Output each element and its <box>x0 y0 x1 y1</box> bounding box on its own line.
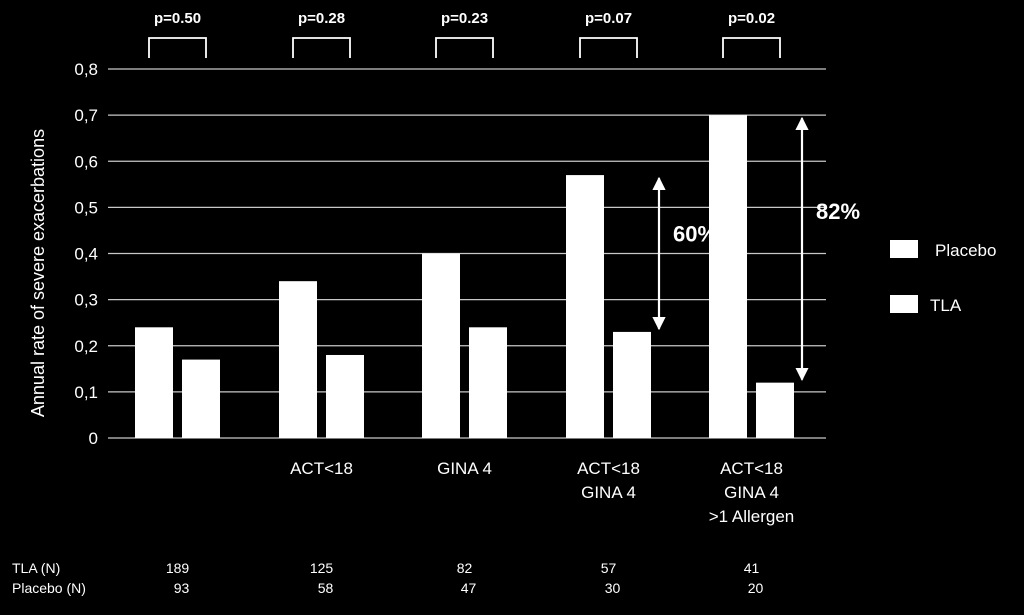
p-value-label: p=0.02 <box>728 10 775 27</box>
bars <box>135 115 794 438</box>
bar-tla-1 <box>326 354 364 438</box>
y-tick-label: 0,4 <box>74 245 98 264</box>
bar-placebo-0 <box>135 327 173 438</box>
p-value-label: p=0.50 <box>154 10 201 27</box>
p-value-bracket <box>292 37 351 58</box>
n-value: 41 <box>744 560 760 576</box>
p-value-bracket <box>579 37 638 58</box>
y-tick-label: 0,6 <box>74 152 98 171</box>
category-label: >1 Allergen <box>709 507 795 526</box>
n-value: 58 <box>318 580 334 596</box>
n-row-label: TLA (N) <box>12 560 60 576</box>
n-value: 125 <box>310 560 334 576</box>
legend-label-placebo: Placebo <box>935 241 996 260</box>
category-label: GINA 4 <box>437 459 492 478</box>
n-value: 189 <box>166 560 190 576</box>
n-value: 30 <box>605 580 621 596</box>
bar-placebo-2 <box>422 253 460 438</box>
y-tick-label: 0,3 <box>74 291 98 310</box>
bar-placebo-4 <box>709 115 747 438</box>
bar-tla-0 <box>182 359 220 438</box>
y-tick-label: 0,5 <box>74 198 98 217</box>
y-tick-label: 0,2 <box>74 337 98 356</box>
bar-tla-2 <box>469 327 507 438</box>
n-table: TLA (N) 189 125 82 57 41 Placebo (N) 93 58 47 30 20 <box>12 560 763 596</box>
p-value-label: p=0.28 <box>298 10 345 27</box>
bar-tla-3 <box>613 331 651 438</box>
n-value: 20 <box>748 580 764 596</box>
n-row-label: Placebo (N) <box>12 580 86 596</box>
category-label: ACT<18 <box>720 459 783 478</box>
category-label: GINA 4 <box>724 483 779 502</box>
bar-placebo-3 <box>566 175 604 438</box>
p-value-bracket <box>722 37 781 58</box>
bar-tla-4 <box>756 382 794 438</box>
grid-lines <box>108 68 826 439</box>
n-value: 82 <box>457 560 473 576</box>
y-tick-labels: 0 0,1 0,2 0,3 0,4 0,5 0,6 0,7 0,8 <box>74 60 98 448</box>
category-label: ACT<18 <box>577 459 640 478</box>
legend-label-tla: TLA <box>930 296 962 315</box>
reduction-label: 82% <box>816 199 860 224</box>
n-value: 93 <box>174 580 190 596</box>
p-value-label: p=0.23 <box>441 10 488 27</box>
y-tick-label: 0 <box>89 429 98 448</box>
p-value-label: p=0.07 <box>585 10 632 27</box>
y-tick-label: 0,8 <box>74 60 98 79</box>
reduction-arrows: 60% 82% <box>652 116 860 381</box>
reduction-label: 60% <box>673 222 717 247</box>
y-axis-label: Annual rate of severe exacerbations <box>28 129 48 417</box>
n-value: 57 <box>601 560 617 576</box>
p-value-bracket <box>148 37 207 58</box>
legend-swatch-placebo <box>890 240 918 258</box>
category-labels: ACT<18 GINA 4 ACT<18 GINA 4 ACT<18 GINA 4 >1 A… <box>290 459 794 526</box>
category-label: ACT<18 <box>290 459 353 478</box>
p-value-brackets: p=0.50 p=0.28 p=0.23 p=0.07 p=0.02 <box>148 10 781 58</box>
n-value: 47 <box>461 580 477 596</box>
y-tick-label: 0,7 <box>74 106 98 125</box>
legend-swatch-tla <box>890 295 918 313</box>
y-tick-label: 0,1 <box>74 383 98 402</box>
legend: Placebo TLA <box>890 240 996 315</box>
category-label: GINA 4 <box>581 483 636 502</box>
bar-placebo-1 <box>279 281 317 438</box>
p-value-bracket <box>435 37 494 58</box>
